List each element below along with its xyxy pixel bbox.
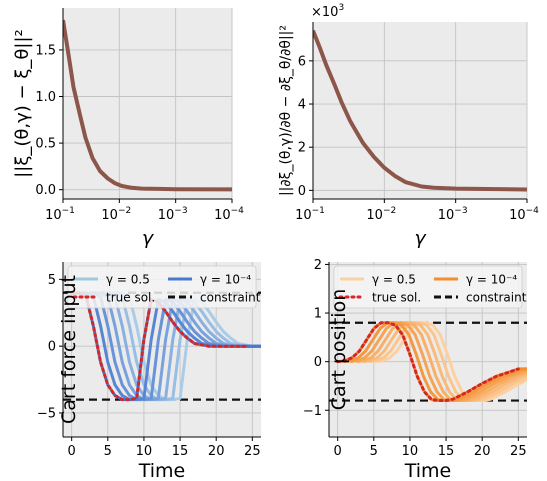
x-tick-label: 10 [136,444,153,459]
x-tick-label: 15 [438,444,455,459]
y-tick-label: 2 [298,141,306,156]
x-tick-label: 15 [172,444,189,459]
x-axis-label: Time [404,460,452,481]
x-tick-label: 10−1 [295,206,325,223]
series-group [63,19,232,192]
x-tick-label: 10−1 [45,206,75,223]
y-axis-label: Cart force input [58,275,80,424]
x-axis-label: γ [414,227,427,249]
y-tick-label: 1 [314,307,322,322]
legend-label: constraint [466,291,527,305]
series-group [313,29,527,192]
y-tick-label: 0.5 [35,137,56,152]
y-axis-label: ||∂ξ_(θ,γ)/∂θ − ∂ξ_θ/∂θ||² [278,25,294,196]
true-solution-line [336,321,520,402]
y-tick-label: 1.0 [35,90,56,105]
y-tick-label: 6 [298,54,306,69]
panel-4: 0 5 10 15 20 25 −1 0 1 2 γ = 0.5 γ = 10⁻⁴ true sol. c… [303,258,527,481]
series-line [374,321,527,402]
plot-area [63,8,232,199]
x-axis-label: γ [142,227,155,249]
y-tick-label: 0.0 [35,183,56,198]
y-axis-label: Cart position [328,289,350,410]
y-tick-label: −1 [303,404,322,419]
legend-label: true sol. [372,291,421,305]
plot-area [313,22,527,199]
y-tick-label: −5 [37,406,56,421]
panel-2: 10−1 10−2 10−3 10−4 0 2 4 6 γ ||∂ξ_(θ,γ)/∂θ − ∂ξ_… [278,3,539,249]
y-tick-label: 4 [298,98,306,113]
legend-label: γ = 10⁻⁴ [466,273,517,287]
series-line [313,29,527,192]
y-axis-label: ||ξ_(θ,γ) − ξ_θ||² [12,29,33,178]
x-tick-label: 10−4 [509,206,539,223]
x-tick-label: 10−3 [438,206,468,223]
legend-label: γ = 0.5 [106,273,150,287]
legend-frame [333,265,523,309]
series-line [349,321,527,402]
x-axis-label: Time [138,460,186,481]
x-tick-label: 10−2 [366,206,396,223]
legend-frame [67,265,257,309]
x-tick-label: 0 [68,444,76,459]
x-tick-label: 20 [474,444,491,459]
y-tick-label: 5 [48,273,56,288]
series-line [63,19,232,192]
x-tick-label: 25 [244,444,261,459]
panel-3: 0 5 10 15 20 25 −5 0 5 γ = 0.5 γ = 10⁻⁴ true sol. co… [37,262,261,481]
x-tick-label: 10−3 [158,206,188,223]
y-tick-label: 0 [298,184,306,199]
x-tick-label: 5 [104,444,112,459]
panel-1: 10−1 10−2 10−3 10−4 0.0 0.5 1.0 1.5 γ ||ξ_(θ,γ) −… [12,8,244,249]
x-tick-label: 0 [334,444,342,459]
legend-label: γ = 0.5 [372,273,416,287]
series-line [343,321,527,402]
legend-label: constraint [200,291,261,305]
y-tick-label: 2 [314,258,322,273]
y-tick-label: 0 [314,355,322,370]
series-line [362,321,527,402]
legend-label: γ = 10⁻⁴ [200,273,251,287]
y-tick-label: 0 [48,340,56,355]
x-tick-label: 5 [370,444,378,459]
x-tick-label: 10−2 [101,206,131,223]
x-tick-label: 10 [402,444,419,459]
x-tick-label: 20 [208,444,225,459]
series-line [356,321,527,402]
series-line [368,321,527,402]
legend: γ = 0.5 γ = 10⁻⁴ true sol. constraint [333,265,527,309]
legend-label: true sol. [106,291,155,305]
x-tick-label: 10−4 [214,206,244,223]
y-offset-text: ×103 [311,3,344,20]
x-tick-label: 25 [510,444,527,459]
legend: γ = 0.5 γ = 10⁻⁴ true sol. constraint [67,265,261,309]
y-tick-label: 1.5 [35,43,56,58]
series-group [329,321,527,402]
